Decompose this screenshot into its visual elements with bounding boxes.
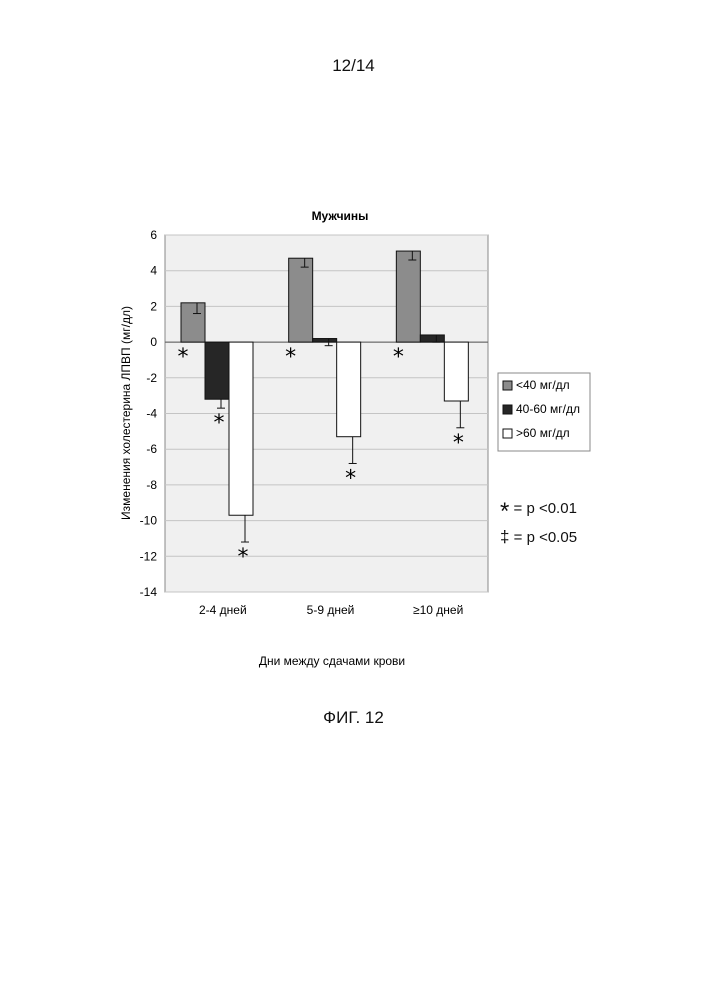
bar (444, 342, 468, 401)
significance-symbol: * (500, 498, 509, 525)
y-tick-label: -6 (146, 442, 157, 456)
significance-symbol: ‡ (500, 527, 509, 546)
y-tick-label: -4 (146, 407, 157, 421)
legend-swatch (503, 429, 512, 438)
y-tick-label: -12 (140, 549, 158, 563)
significance-marker: * (238, 545, 249, 570)
bar (396, 251, 420, 342)
significance-marker: * (285, 345, 296, 370)
significance-note-p001: * = p <0.01 (500, 498, 577, 526)
x-axis-ticks: 2-4 дней 5-9 дней ≥10 дней (199, 603, 463, 617)
bar (205, 342, 229, 399)
x-axis-label: Дни между сдачами крови (259, 654, 405, 668)
bar (313, 339, 337, 343)
y-axis-label: Изменения холестерина ЛПВП (мг/дл) (119, 306, 133, 520)
y-tick-label: -10 (140, 514, 158, 528)
x-tick-label: 5-9 дней (307, 603, 355, 617)
y-tick-label: 0 (150, 335, 157, 349)
legend-label: >60 мг/дл (516, 426, 570, 440)
y-axis-ticks: 6 4 2 0 -2 -4 -6 -8 -10 -12 -14 (140, 228, 158, 599)
significance-text: = p <0.01 (514, 500, 577, 517)
significance-marker: * (393, 345, 404, 370)
legend-label: 40-60 мг/дл (516, 402, 580, 416)
legend-label: <40 мг/дл (516, 378, 570, 392)
legend: <40 мг/дл 40-60 мг/дл >60 мг/дл (498, 373, 590, 451)
y-tick-label: 4 (150, 264, 157, 278)
bar (289, 258, 313, 342)
significance-marker: * (178, 345, 189, 370)
chart-title: Мужчины (312, 209, 369, 223)
bar (420, 335, 444, 342)
y-tick-label: -2 (146, 371, 157, 385)
legend-swatch (503, 381, 512, 390)
y-tick-label: -8 (146, 478, 157, 492)
significance-marker: * (453, 431, 464, 456)
x-tick-label: ≥10 дней (413, 603, 463, 617)
figure-label: ФИГ. 12 (0, 708, 707, 728)
x-tick-label: 2-4 дней (199, 603, 247, 617)
y-tick-label: 6 (150, 228, 157, 242)
significance-marker: * (345, 466, 356, 491)
bar (229, 342, 253, 515)
significance-marker: * (214, 411, 225, 436)
significance-text: = p <0.05 (514, 529, 577, 546)
bar (181, 303, 205, 342)
legend-swatch (503, 405, 512, 414)
bar (337, 342, 361, 437)
significance-note-p005: ‡ = p <0.05 (500, 527, 577, 547)
y-tick-label: 2 (150, 299, 157, 313)
y-tick-label: -14 (140, 585, 158, 599)
